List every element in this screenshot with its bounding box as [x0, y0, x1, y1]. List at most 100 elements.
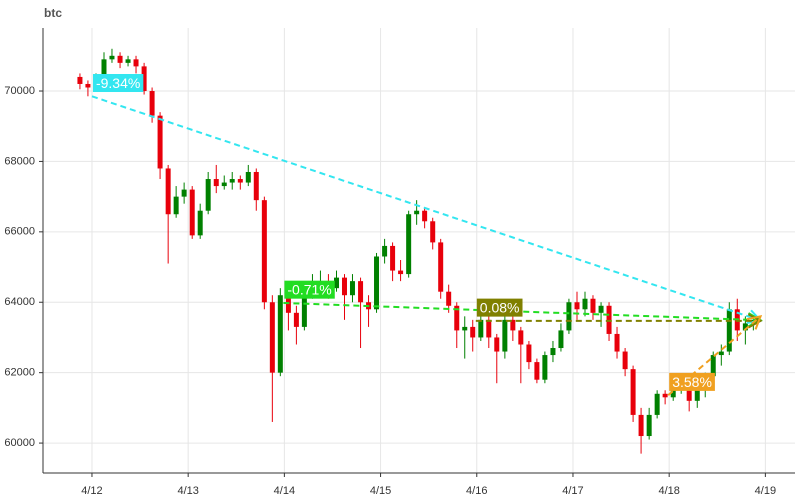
candle-body: [406, 214, 412, 275]
candle-body: [614, 333, 620, 352]
x-tick-label: 4/16: [466, 485, 487, 497]
candle-body: [502, 319, 508, 352]
candle-body: [470, 326, 476, 338]
candle-body: [229, 179, 235, 183]
x-tick-label: 4/12: [81, 485, 102, 497]
candle-body: [510, 319, 516, 331]
candle-body: [253, 171, 259, 201]
candle-body: [301, 291, 307, 327]
candle-body: [438, 242, 444, 292]
candle-body: [710, 355, 716, 377]
x-tick-label: 4/15: [370, 485, 391, 497]
y-tick-label: 60000: [4, 437, 35, 449]
annotation-text: -9.34%: [96, 75, 140, 91]
candle-body: [390, 245, 396, 271]
candle-body: [109, 55, 115, 60]
candle-body: [630, 369, 636, 415]
candle-body: [694, 390, 700, 401]
candle-body: [157, 115, 163, 169]
candle-body: [293, 312, 299, 327]
candle-body: [101, 59, 107, 77]
candle-body: [125, 59, 131, 63]
annotation-arrowhead: [747, 313, 763, 329]
annotation-label: 3.58%: [669, 372, 715, 391]
annotation-box: [476, 298, 523, 317]
candle-body: [430, 221, 436, 243]
candle-body: [638, 414, 644, 437]
annotation-label: -9.34%: [92, 74, 144, 93]
annotation-text: -0.71%: [287, 282, 331, 298]
candle-body: [358, 281, 364, 303]
candle-body: [542, 355, 548, 380]
candle-body: [181, 189, 187, 197]
candle-body: [334, 277, 340, 289]
candle-body: [550, 348, 556, 356]
candle-body: [582, 298, 588, 310]
candle-body: [341, 277, 347, 296]
candle-body: [486, 319, 492, 338]
candle-body: [213, 179, 219, 187]
candle-body: [534, 362, 540, 380]
x-tick-label: 4/14: [274, 485, 295, 497]
candle-body: [726, 309, 732, 352]
candle-body: [261, 200, 267, 303]
candle-body: [245, 171, 251, 183]
annotation-line: [91, 95, 761, 322]
candle-body: [718, 351, 724, 356]
y-tick-label: 66000: [4, 226, 35, 238]
x-tick-label: 4/19: [755, 485, 776, 497]
annotation-box: [92, 74, 144, 93]
candle-body: [165, 168, 171, 215]
annotation-label: 0.08%: [476, 298, 523, 317]
y-tick-label: 70000: [4, 85, 35, 97]
candle-body: [566, 302, 572, 331]
candle-body: [149, 91, 155, 116]
candle-body: [422, 210, 428, 222]
candle-body: [85, 83, 91, 88]
candle-body: [141, 66, 147, 92]
annotation-arrowhead: [746, 314, 763, 330]
candle-body: [606, 305, 612, 334]
candle-body: [478, 319, 484, 338]
x-tick-label: 4/13: [177, 485, 198, 497]
candle-body: [526, 344, 532, 363]
candle-body: [494, 337, 500, 352]
candle-body: [662, 393, 668, 398]
annotation-box: [284, 280, 335, 299]
candle-body: [189, 189, 195, 236]
candle-body: [558, 330, 564, 349]
candle-body: [269, 302, 275, 373]
candle-body: [349, 281, 355, 296]
y-tick-label: 64000: [4, 296, 35, 308]
candle-body: [518, 330, 524, 345]
candle-body: [686, 383, 692, 401]
candle-body: [237, 179, 243, 183]
candle-body: [654, 393, 660, 415]
candle-body: [205, 179, 211, 211]
candle-body: [77, 76, 83, 84]
candle-body: [454, 305, 460, 331]
candle-body: [622, 351, 628, 370]
y-tick-label: 68000: [4, 155, 35, 167]
annotation-text: 3.58%: [672, 374, 712, 390]
candle-body: [173, 196, 179, 215]
candle-body: [374, 256, 380, 310]
chart-title: btc: [44, 6, 62, 20]
candle-body: [117, 55, 123, 63]
candle-body: [598, 305, 604, 313]
candle-body: [462, 326, 468, 331]
annotation-box: [669, 372, 715, 391]
candle-body: [646, 414, 652, 437]
annotation-text: 0.08%: [480, 300, 520, 316]
candle-body: [221, 182, 227, 187]
candle-body: [133, 59, 139, 67]
candle-body: [590, 298, 596, 313]
candle-body: [197, 210, 203, 236]
candle-body: [277, 295, 283, 373]
x-tick-label: 4/17: [562, 485, 583, 497]
candle-body: [382, 245, 388, 257]
y-tick-label: 62000: [4, 367, 35, 379]
candle-body: [414, 210, 420, 215]
candle-body: [398, 270, 404, 275]
